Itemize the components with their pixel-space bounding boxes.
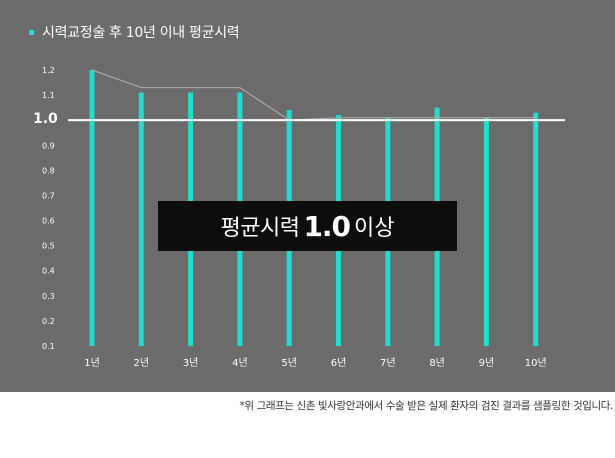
- x-tick-label: 9년: [479, 357, 495, 369]
- chart-legend: 시력교정술 후 10년 이내 평균시력: [29, 22, 240, 42]
- y-tick-label: 0.9: [42, 141, 55, 150]
- chart-panel: 시력교정술 후 10년 이내 평균시력 0.1 0.2 0.3 0.4 0.5 0.6 0.…: [0, 0, 615, 392]
- legend-label: 시력교정술 후 10년 이내 평균시력: [42, 25, 240, 41]
- y-tick-label: 0.2: [42, 317, 55, 326]
- y-tick-label: 1.2: [42, 66, 55, 75]
- y-tick-label: 1.1: [42, 91, 55, 100]
- x-tick-label: 10년: [525, 357, 547, 369]
- y-tick-label: 0.5: [42, 242, 55, 251]
- chart-plot: 0.1 0.2 0.3 0.4 0.5 0.6 0.7 0.8 0.9 1.0 1.1 1.2 1년 2년…: [33, 66, 565, 369]
- banner-prefix: 평균시력: [220, 216, 300, 241]
- x-tick-label: 5년: [281, 357, 297, 369]
- trend-line: [91, 69, 536, 121]
- x-tick-label: 2년: [134, 357, 150, 369]
- average-vision-banner: 평균시력 1.0 이상: [158, 201, 457, 251]
- bar: [138, 92, 144, 346]
- x-tick-label: 4년: [232, 357, 248, 369]
- y-tick-label-reference: 1.0: [33, 111, 58, 127]
- y-tick-label: 0.1: [42, 342, 55, 351]
- y-tick-label: 0.6: [42, 217, 55, 226]
- x-tick-label: 6년: [331, 357, 347, 369]
- bar: [89, 70, 95, 346]
- y-tick-label: 0.8: [42, 166, 55, 175]
- x-tick-label: 8년: [429, 357, 445, 369]
- bar: [533, 112, 539, 347]
- y-tick-label: 0.4: [42, 267, 55, 276]
- x-tick-label: 1년: [84, 357, 100, 369]
- banner-suffix: 이상: [354, 216, 395, 241]
- legend-swatch: [29, 29, 34, 35]
- y-tick-label: 0.3: [42, 292, 55, 301]
- banner-value: 1.0: [303, 209, 351, 243]
- y-tick-label: 0.7: [42, 191, 55, 200]
- footnote: *위 그래프는 신촌 빛사랑안과에서 수술 받은 실제 환자의 검진 결과를 샘…: [239, 400, 614, 412]
- x-tick-label: 7년: [380, 357, 396, 369]
- x-tick-label: 3년: [183, 357, 199, 369]
- bar: [483, 117, 489, 346]
